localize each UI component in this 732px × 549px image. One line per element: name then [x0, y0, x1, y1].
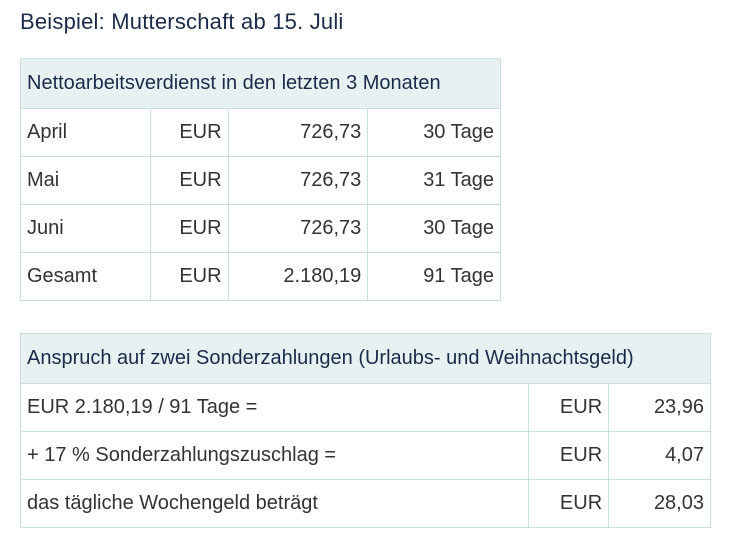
table-row: EUR 2.180,19 / 91 Tage = EUR 23,96: [19, 383, 711, 432]
net-earnings-table: Nettoarbeitsverdienst in den letzten 3 M…: [20, 58, 501, 301]
row-days: 30 Tage: [367, 204, 501, 253]
row-days: 30 Tage: [367, 108, 501, 157]
row-label: Mai: [20, 156, 151, 205]
row-amount: 726,73: [227, 156, 369, 205]
table-header-row: Nettoarbeitsverdienst in den letzten 3 M…: [20, 58, 501, 109]
row-currency: EUR: [149, 252, 229, 301]
row-days: 31 Tage: [367, 156, 501, 205]
table-header: Nettoarbeitsverdienst in den letzten 3 M…: [20, 58, 501, 109]
page-title: Beispiel: Mutterschaft ab 15. Juli: [20, 9, 344, 34]
row-label: EUR 2.180,19 / 91 Tage =: [19, 383, 530, 432]
row-amount: 4,07: [608, 431, 711, 480]
row-amount: 23,96: [608, 383, 711, 432]
row-label: + 17 % Sonderzahlungszuschlag =: [19, 431, 530, 480]
row-currency: EUR: [149, 108, 229, 157]
table-header: Anspruch auf zwei Sonderzahlungen (Urlau…: [20, 333, 711, 384]
table-row: + 17 % Sonderzahlungszuschlag = EUR 4,07: [19, 431, 711, 480]
row-amount: 28,03: [608, 479, 711, 528]
table-row: Juni EUR 726,73 30 Tage: [20, 204, 501, 253]
special-payments-table: Anspruch auf zwei Sonderzahlungen (Urlau…: [19, 333, 711, 528]
table-header-row: Anspruch auf zwei Sonderzahlungen (Urlau…: [20, 333, 711, 384]
row-currency: EUR: [149, 156, 229, 205]
row-currency: EUR: [528, 479, 610, 528]
row-amount: 726,73: [227, 108, 369, 157]
row-amount: 726,73: [227, 204, 369, 253]
row-label: das tägliche Wochengeld beträgt: [19, 479, 530, 528]
row-currency: EUR: [149, 204, 229, 253]
row-days: 91 Tage: [367, 252, 501, 301]
row-label: Gesamt: [20, 252, 151, 301]
row-currency: EUR: [528, 383, 610, 432]
row-amount: 2.180,19: [227, 252, 369, 301]
row-currency: EUR: [528, 431, 610, 480]
row-label: April: [20, 108, 151, 157]
row-label: Juni: [20, 204, 151, 253]
table-row-total: Gesamt EUR 2.180,19 91 Tage: [20, 252, 501, 301]
table-row: Mai EUR 726,73 31 Tage: [20, 156, 501, 205]
table-row-total: das tägliche Wochengeld beträgt EUR 28,0…: [19, 479, 711, 528]
table-row: April EUR 726,73 30 Tage: [20, 108, 501, 157]
